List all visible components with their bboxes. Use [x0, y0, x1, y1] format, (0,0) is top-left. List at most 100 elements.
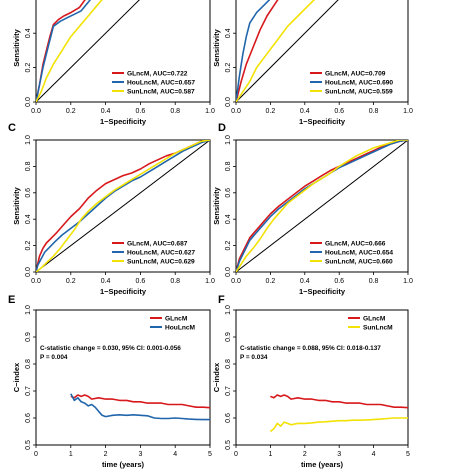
y-axis-label: Sensitivity — [12, 186, 21, 224]
x-tick-label: 0.2 — [266, 108, 276, 115]
x-tick-label: 1 — [268, 451, 272, 458]
legend-entry: HouLncM — [165, 325, 196, 332]
x-tick-label: 0.0 — [31, 108, 41, 115]
y-tick-label: 0.4 — [25, 214, 32, 224]
series-line-houlncm — [236, 0, 271, 102]
plot-frame — [235, 309, 409, 446]
plot-frame — [35, 139, 211, 273]
x-tick-label: 2 — [104, 451, 108, 458]
legend-entry: SunLncM, AUC=0.629 — [127, 259, 195, 266]
y-tick-label: 1.0 — [25, 305, 32, 315]
x-tick-label: 0.8 — [170, 108, 180, 115]
y-axis-label: Sensitivity — [12, 28, 21, 66]
panel-a: 0.0 0.2 0.4 0.6 0.8 1.0 0.0 0.2 0.4 1−Specificity… — [12, 0, 215, 126]
x-tick-label: 0.6 — [334, 108, 344, 115]
y-tick-label: 0.2 — [25, 63, 32, 73]
x-tick-label: 2 — [303, 451, 307, 458]
y-tick-label: 0.7 — [225, 386, 232, 396]
y-tick-label: 1.0 — [25, 135, 32, 145]
x-tick-label: 0.6 — [136, 108, 146, 115]
legend-entry: HouLncM, AUC=0.627 — [127, 250, 195, 257]
y-tick-label: 0.8 — [25, 161, 32, 171]
x-tick-label: 4 — [372, 451, 376, 458]
x-tick-label: 5 — [406, 451, 410, 458]
x-tick-label: 5 — [208, 451, 212, 458]
x-tick-label: 1.0 — [205, 108, 215, 115]
stat-annotation: C-statistic change = 0.030, 95% CI: 0.00… — [40, 345, 181, 352]
y-tick-label: 0.5 — [225, 440, 232, 450]
legend-entry: GLncM, AUC=0.722 — [127, 71, 188, 78]
legend-entry: GLncM, AUC=0.709 — [325, 71, 386, 78]
stat-annotation: P = 0.034 — [240, 354, 268, 361]
series-line-glncm — [270, 394, 408, 409]
x-tick-label: 0.0 — [31, 278, 41, 285]
legend-entry: HouLncM, AUC=0.690 — [325, 80, 393, 87]
y-tick-label: 0.4 — [225, 28, 232, 38]
x-tick-label: 1.0 — [205, 278, 215, 285]
panel-d: 0.0 0.2 0.4 0.6 0.8 1.0 0.0 0.2 0.4 0.6 0.8 1.0 1−Sp… — [212, 122, 413, 296]
x-axis-label: 1−Specificity — [299, 287, 346, 296]
reference-diagonal — [236, 140, 408, 272]
legend-entry: SunLncM, AUC=0.559 — [325, 89, 393, 96]
y-tick-label: 0.5 — [25, 440, 32, 450]
y-axis-label: C−index — [212, 362, 221, 392]
series-line-sunlncm — [36, 0, 103, 102]
y-axis-label: C−index — [12, 362, 21, 392]
panel-e: 0 1 2 3 4 5 0.5 0.6 0.7 0.8 0.9 1.0 time (years) C−in… — [8, 294, 212, 469]
x-axis-label: 1−Specificity — [100, 287, 147, 296]
x-tick-label: 0.4 — [101, 108, 111, 115]
y-axis-label: Sensitivity — [212, 186, 221, 224]
y-tick-label: 0.6 — [25, 188, 32, 198]
panel-f: 0 1 2 3 4 5 0.5 0.6 0.7 0.8 0.9 1.0 time (years) C−in… — [212, 294, 410, 469]
legend-entry: HouLncM, AUC=0.654 — [325, 250, 393, 257]
y-tick-label: 1.0 — [225, 305, 232, 315]
y-tick-label: 0.6 — [25, 413, 32, 423]
reference-diagonal — [36, 0, 140, 102]
x-tick-label: 1 — [69, 451, 73, 458]
legend-entry: HouLncM, AUC=0.657 — [127, 80, 195, 87]
legend-entry: GLncM, AUC=0.666 — [325, 241, 386, 248]
x-tick-label: 0.8 — [369, 278, 379, 285]
series-line-houlncm — [36, 0, 92, 102]
x-axis-label: 1−Specificity — [299, 117, 346, 126]
reference-diagonal — [36, 140, 210, 272]
y-tick-label: 0.9 — [25, 332, 32, 342]
panel-letter: F — [218, 294, 225, 306]
x-tick-label: 0.4 — [300, 278, 310, 285]
x-tick-label: 0.2 — [66, 108, 76, 115]
x-axis-label: time (years) — [102, 460, 145, 469]
panel-letter: E — [8, 294, 15, 306]
y-tick-label: 0.2 — [25, 241, 32, 251]
plot-frame — [235, 0, 409, 103]
y-tick-label: 1.0 — [225, 135, 232, 145]
x-tick-label: 0.2 — [66, 278, 76, 285]
x-tick-label: 4 — [173, 451, 177, 458]
series-line-glncm — [36, 0, 86, 102]
y-axis-label: Sensitivity — [212, 28, 221, 66]
x-axis-label: time (years) — [301, 460, 344, 469]
series-line-glncm — [236, 0, 279, 102]
plot-frame — [35, 0, 211, 103]
y-tick-label: 0.6 — [225, 188, 232, 198]
y-tick-label: 0.8 — [25, 359, 32, 369]
x-axis-label: 1−Specificity — [100, 117, 147, 126]
y-tick-label: 0.0 — [25, 97, 32, 107]
y-tick-label: 0.2 — [225, 241, 232, 251]
x-tick-label: 3 — [337, 451, 341, 458]
panel-b: 0.0 0.2 0.4 0.6 0.8 1.0 0.0 0.2 0.4 1−Specificity… — [212, 0, 413, 126]
plot-frame — [35, 309, 211, 446]
series-line-sunlncm — [236, 140, 408, 272]
series-line-houlncm — [36, 140, 210, 272]
x-tick-label: 0.8 — [170, 278, 180, 285]
legend-entry: SunLncM — [363, 325, 393, 332]
y-tick-label: 0.6 — [225, 413, 232, 423]
x-tick-label: 0.6 — [136, 278, 146, 285]
x-tick-label: 0.8 — [369, 108, 379, 115]
legend-entry: GLncM — [363, 316, 386, 323]
legend-entry: GLncM — [165, 316, 188, 323]
series-line-sunlncm — [236, 0, 316, 102]
x-tick-label: 0 — [34, 451, 38, 458]
y-tick-label: 0.0 — [225, 267, 232, 277]
series-line-sunlncm — [269, 417, 408, 433]
